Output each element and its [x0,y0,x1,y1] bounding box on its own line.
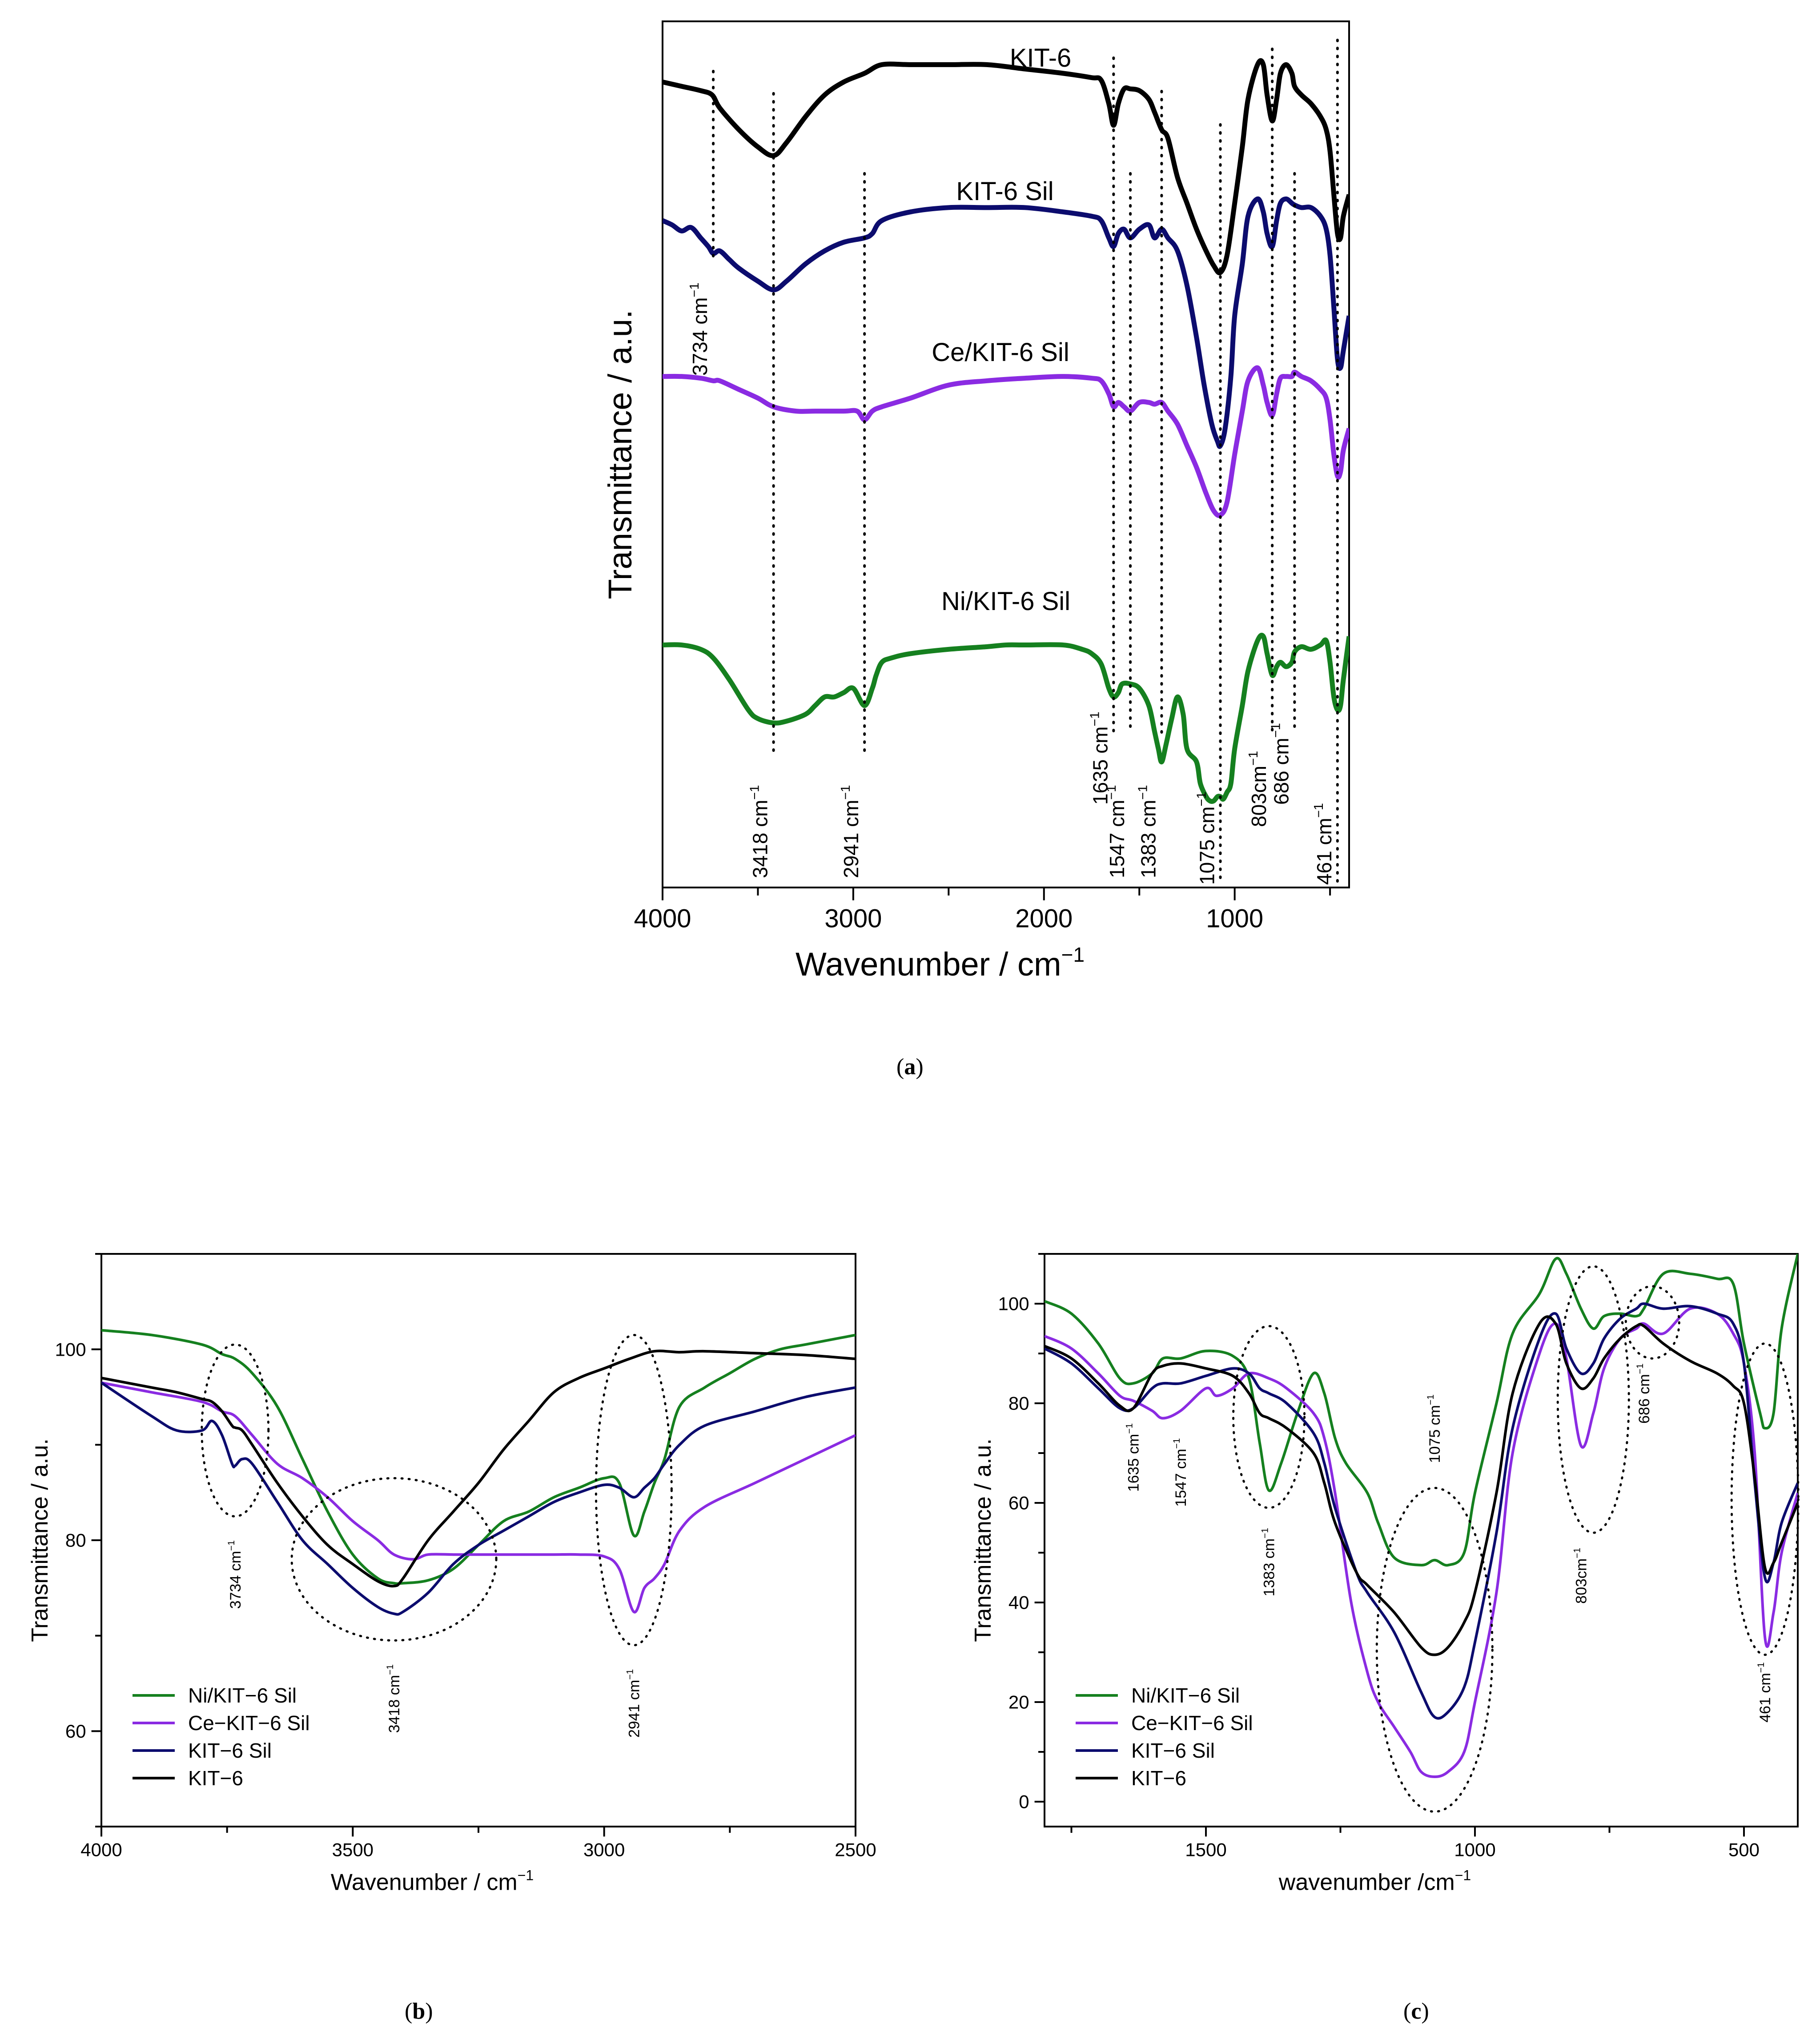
plot-frame-c [1044,1253,1799,1827]
caption-a: (a) [896,1054,924,1080]
y-tick-label-c-60: 60 [1008,1493,1029,1514]
x-tick-label-c-1000: 1000 [1454,1839,1495,1860]
series-line-c-kit-6 [1045,1315,1798,1656]
highlight-ellipse-c-803 [1556,1265,1630,1534]
curve-label-kit-6-sil: KIT-6 Sil [956,177,1053,206]
annotation-c-1383: 1383 cm−1 [1260,1528,1278,1596]
annotation-c-1075: 1075 cm−1 [1426,1394,1443,1463]
annotation-a-2941: 2941 cm−1 [839,785,863,878]
annotation-a-1635: 1635 cm−1 [1088,711,1112,805]
y-axis-title-c: Transmittance / a.u. [970,1438,996,1642]
y-axis-title-a: Transmittance / a.u. [602,309,639,599]
curve-label-kit-6: KIT-6 [1010,44,1072,72]
annotation-a-1383: 1383 cm−1 [1136,785,1160,878]
legend-label-c-ce-kit-6-sil: Ce−KIT−6 Sil [1131,1711,1253,1735]
legend-label-b-kit-6: KIT−6 [188,1767,243,1790]
x-tick-label-a-3000: 3000 [824,904,882,933]
annotation-b-3418: 3418 cm−1 [385,1664,403,1733]
legend-label-c-kit-6: KIT−6 [1131,1767,1186,1790]
highlight-ellipse-b-3734 [201,1343,270,1518]
highlight-ellipse-c-461 [1730,1342,1800,1656]
annotation-a-1547: 1547 cm−1 [1105,785,1129,878]
y-tick-label-c-80: 80 [1008,1393,1029,1414]
series-line-b-ce-kit-6-sil [101,1381,856,1614]
x-tick-label-c-500: 500 [1728,1839,1760,1860]
y-tick-label-c-100: 100 [998,1293,1029,1314]
curve-label-ce-kit-6-sil: Ce/KIT-6 Sil [932,338,1069,367]
series-line-b-kit-6-sil [101,1381,856,1616]
chart-a: 4000 3000 2000 1000 Wavenumber / cm−1 Transmi… [602,20,1350,983]
annotation-a-3734: 3734 cm−1 [687,282,711,376]
y-tick-label-b-100: 100 [55,1339,86,1360]
series-line-a-ce-kit-6-sil [663,365,1349,518]
series-line-b-kit-6 [101,1349,856,1588]
y-tick-label-b-60: 60 [65,1721,86,1742]
series-line-c-ni-kit-6-sil [1045,1254,1798,1567]
y-tick-label-c-0: 0 [1019,1791,1029,1812]
annotation-c-461: 461 cm−1 [1756,1662,1774,1722]
chart-c: 1500 1000 500 0 20 40 60 80 100 wavenumber /cm−1 T… [970,1253,1800,1895]
curve-label-ni-kit-6-sil: Ni/KIT-6 Sil [941,587,1070,616]
series-line-a-kit-6 [663,58,1349,276]
annotation-a-686: 686 cm−1 [1269,723,1293,805]
legend-label-c-kit-6-sil: KIT−6 Sil [1131,1739,1215,1762]
highlight-ellipse-b-2941 [595,1333,673,1646]
caption-b-letter: b [412,1999,426,2024]
y-tick-label-c-20: 20 [1008,1692,1029,1713]
highlight-ellipse-c-686 [1624,1285,1680,1360]
series-line-a-kit-6-sil [663,196,1349,449]
x-tick-label-a-1000: 1000 [1206,904,1263,933]
y-tick-label-b-80: 80 [65,1530,86,1551]
annotation-a-461: 461 cm−1 [1312,803,1336,885]
annotation-a-3418: 3418 cm−1 [748,785,772,878]
x-axis-title-b: Wavenumber / cm−1 [331,1867,534,1895]
x-tick-label-b-2500: 2500 [835,1839,876,1860]
series-line-a-ni-kit-6-sil [663,633,1349,804]
x-tick-label-a-4000: 4000 [634,904,691,933]
annotation-c-1547: 1547 cm−1 [1172,1438,1189,1506]
annotation-b-3734: 3734 cm−1 [226,1540,244,1609]
annotation-a-1075: 1075 cm−1 [1195,791,1219,885]
legend-label-b-kit-6-sil: KIT−6 Sil [188,1739,272,1762]
series-line-b-ni-kit-6-sil [101,1329,856,1585]
x-tick-label-b-4000: 4000 [80,1839,122,1860]
plot-area-a [663,58,1349,804]
caption-b: (b) [405,1999,433,2024]
y-tick-label-c-40: 40 [1008,1592,1029,1613]
highlight-ellipse-c-1383 [1232,1325,1306,1509]
chart-b: 4000 3500 3000 2500 60 80 100 Wavenumber / cm−1… [27,1253,876,1895]
highlight-ellipse-c-1075 [1375,1486,1494,1813]
legend-label-c-ni-kit-6-sil: Ni/KIT−6 Sil [1131,1684,1240,1707]
annotation-a-803: 803cm−1 [1246,751,1270,827]
x-tick-label-b-3000: 3000 [583,1839,625,1860]
annotation-b-2941: 2941 cm−1 [625,1669,643,1738]
plot-area-c [1045,1254,1798,1778]
y-axis-title-b: Transmittance / a.u. [27,1438,53,1642]
x-tick-label-a-2000: 2000 [1015,904,1073,933]
annotation-c-1635: 1635 cm−1 [1125,1423,1142,1492]
legend-label-b-ni-kit-6-sil: Ni/KIT−6 Sil [188,1684,297,1707]
x-axis-title-a: Wavenumber / cm−1 [795,943,1085,983]
x-axis-title-c: wavenumber /cm−1 [1278,1867,1471,1895]
series-line-c-ce-kit-6-sil [1045,1306,1798,1778]
x-tick-label-b-3500: 3500 [332,1839,374,1860]
annotation-c-686: 686 cm−1 [1635,1363,1653,1423]
x-tick-label-c-1500: 1500 [1185,1839,1226,1860]
highlight-ellipse-b-3418 [290,1477,498,1642]
annotation-c-803: 803cm−1 [1572,1548,1590,1604]
legend-label-b-ce-kit-6-sil: Ce−KIT−6 Sil [188,1711,310,1735]
plot-area-b [101,1329,856,1616]
plot-frame-a [662,20,1350,888]
caption-c-letter: c [1411,1999,1422,2024]
caption-a-letter: a [904,1054,916,1080]
caption-c: (c) [1403,1999,1429,2024]
